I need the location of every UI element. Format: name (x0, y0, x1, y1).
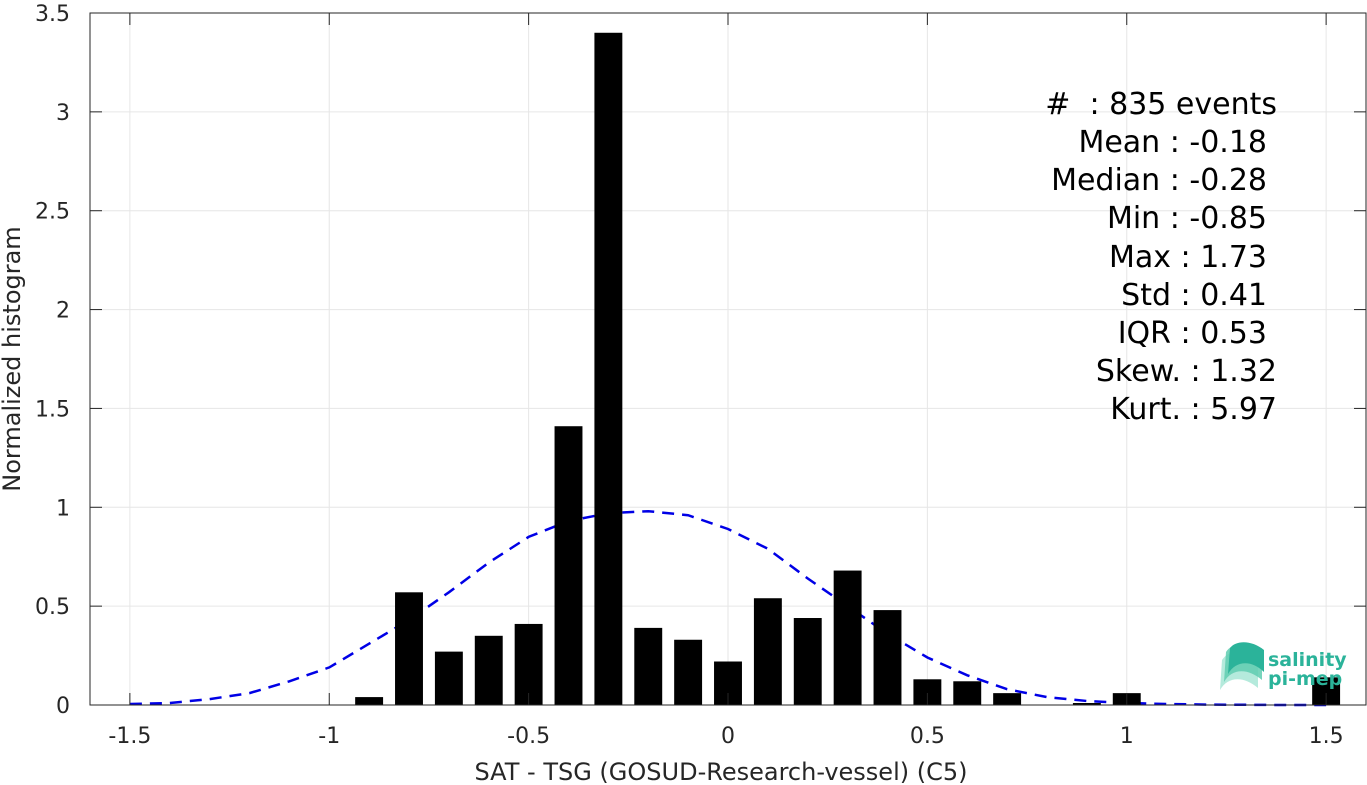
salinity-pi-mep-logo: salinity pi-mep (1220, 642, 1347, 690)
y-tick-label: 1 (56, 496, 70, 521)
histogram-bar (833, 570, 862, 705)
logo-line-2: pi-mep (1268, 668, 1342, 690)
stat-max: Max : 1.73 (1109, 240, 1267, 275)
stat-min: Min : -0.85 (1107, 201, 1267, 236)
histogram-bar (674, 639, 703, 705)
y-tick-label: 1.5 (35, 397, 70, 422)
histogram-bar (434, 651, 463, 705)
logo-line-1: salinity (1268, 649, 1347, 671)
stat-std: Std : 0.41 (1121, 278, 1267, 313)
stat-count: # : 835 events (1045, 87, 1277, 122)
stat-iqr: IQR : 0.53 (1118, 316, 1267, 351)
histogram-bar (594, 32, 623, 706)
stat-kurt: Kurt. : 5.97 (1110, 392, 1277, 427)
y-tick-label: 2.5 (35, 200, 70, 225)
y-axis-label: Normalized histogram (0, 226, 26, 491)
histogram-bar (873, 610, 902, 705)
statistics-box: # : 835 events Mean : -0.18 Median : -0.… (1045, 87, 1277, 427)
histogram-bar (355, 697, 384, 705)
x-tick-label: -1 (318, 724, 340, 749)
histogram-bar (474, 635, 503, 705)
y-tick-label: 3.5 (35, 2, 70, 27)
y-tick-label: 3 (56, 101, 70, 126)
y-tick-label: 0 (56, 694, 70, 719)
y-tick-label: 0.5 (35, 595, 70, 620)
histogram-bar (554, 426, 583, 705)
x-tick-label: -1.5 (108, 724, 151, 749)
x-tick-label: 1 (1120, 724, 1134, 749)
histogram-bar (953, 681, 982, 705)
stat-mean: Mean : -0.18 (1078, 125, 1267, 160)
histogram-bar (514, 623, 543, 705)
x-tick-label: 1.5 (1309, 724, 1344, 749)
y-tick-label: 2 (56, 299, 70, 324)
stat-skew: Skew. : 1.32 (1096, 354, 1277, 389)
histogram-bar (993, 693, 1022, 705)
y-tick-labels: 0 0.5 1 1.5 2 2.5 3 3.5 (35, 2, 70, 719)
x-axis-label: SAT - TSG (GOSUD-Research-vessel) (C5) (475, 758, 968, 785)
x-tick-label: -0.5 (507, 724, 550, 749)
x-tick-labels: -1.5 -1 -0.5 0 0.5 1 1.5 (108, 724, 1343, 749)
bars-layer (355, 32, 1341, 706)
fit-curve-layer (129, 509, 1327, 707)
histogram-bar (793, 618, 822, 705)
histogram-bar (753, 598, 782, 705)
x-tick-label: 0.5 (910, 724, 945, 749)
logo-wave-icon (1220, 642, 1264, 690)
gaussian-fit-curve (129, 509, 1327, 707)
histogram-bar (634, 627, 663, 705)
histogram-bar (395, 592, 423, 705)
tick-marks (90, 12, 1366, 706)
x-tick-label: 0 (721, 724, 735, 749)
stat-median: Median : -0.28 (1051, 163, 1267, 198)
histogram-bar (1072, 703, 1101, 705)
